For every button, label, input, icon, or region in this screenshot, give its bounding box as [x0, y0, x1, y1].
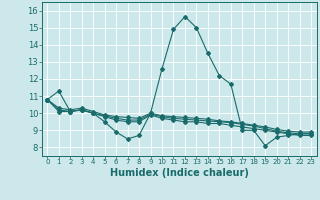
- X-axis label: Humidex (Indice chaleur): Humidex (Indice chaleur): [110, 168, 249, 178]
